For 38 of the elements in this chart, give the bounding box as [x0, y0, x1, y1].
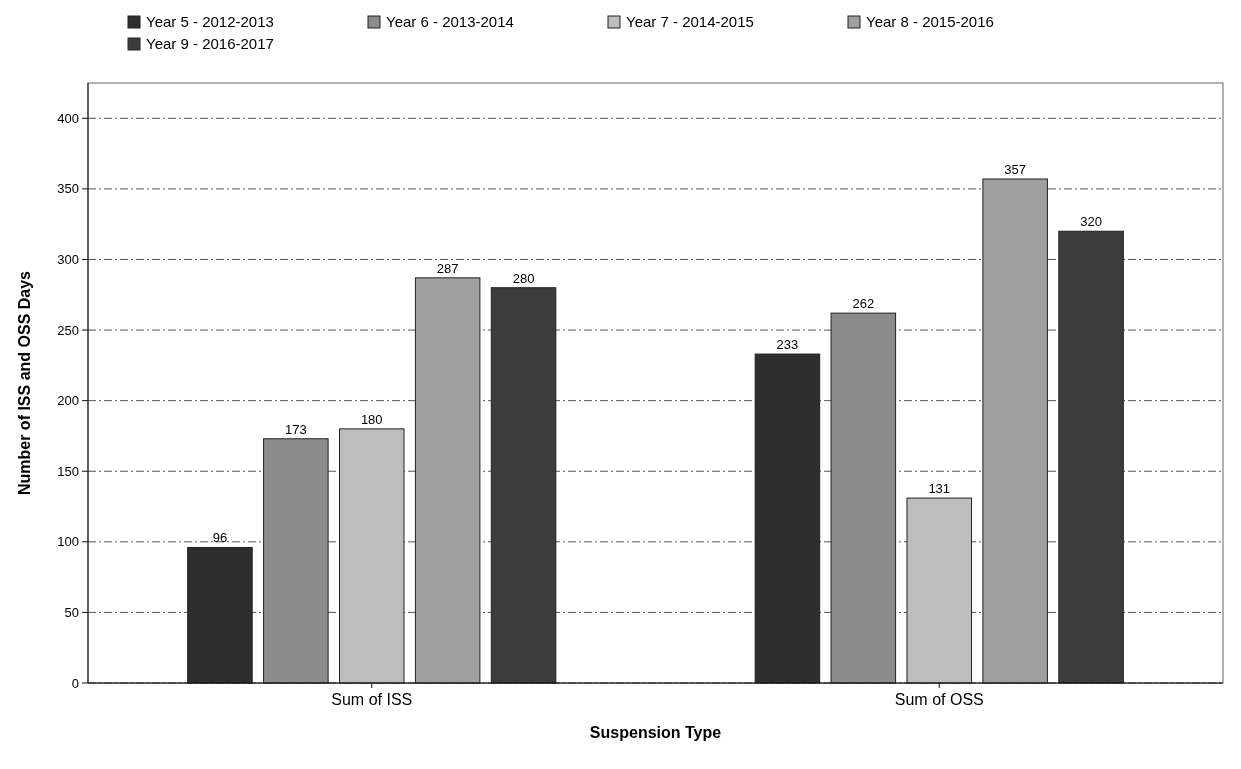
data-label: 96: [212, 530, 228, 546]
legend-label: Year 7 - 2014-2015: [626, 13, 754, 30]
y-tick-label: 150: [57, 463, 79, 479]
legend-label: Year 5 - 2012-2013: [146, 13, 274, 30]
y-tick-label: 350: [57, 181, 79, 197]
bar: [754, 353, 821, 684]
data-label: 262: [852, 296, 875, 312]
x-tick-label: Sum of ISS: [331, 691, 413, 708]
data-label: 233: [776, 337, 799, 353]
data-label: 173: [284, 421, 307, 437]
bar: [982, 178, 1048, 684]
data-label: 287: [436, 260, 459, 276]
bar: [187, 546, 253, 684]
legend-label: Year 6 - 2013-2014: [386, 13, 514, 30]
y-tick-label: 0: [71, 675, 79, 691]
data-label: 131: [928, 481, 951, 497]
data-label: 180: [360, 411, 383, 427]
y-axis-title: Number of ISS and OSS Days: [16, 270, 33, 496]
y-tick-label: 100: [57, 534, 79, 550]
y-tick-label: 200: [57, 393, 79, 409]
y-tick-label: 300: [57, 252, 79, 268]
x-tick-label: Sum of OSS: [894, 691, 984, 708]
bar: [830, 312, 897, 684]
y-tick-label: 250: [57, 322, 79, 338]
bar: [338, 428, 405, 684]
legend-label: Year 9 - 2016-2017: [146, 35, 274, 52]
y-tick-label: 50: [64, 604, 79, 620]
x-axis-title: Suspension Type: [589, 724, 722, 741]
data-label: 357: [1004, 162, 1027, 177]
data-label: 280: [512, 270, 535, 286]
bar: [490, 287, 557, 684]
bar: [1058, 230, 1124, 684]
y-tick-label: 400: [57, 110, 79, 126]
bar: [263, 438, 329, 684]
data-label: 320: [1080, 214, 1102, 230]
bar: [414, 277, 481, 684]
bar: [906, 497, 973, 684]
legend-label: Year 8 - 2015-2016: [866, 13, 994, 30]
